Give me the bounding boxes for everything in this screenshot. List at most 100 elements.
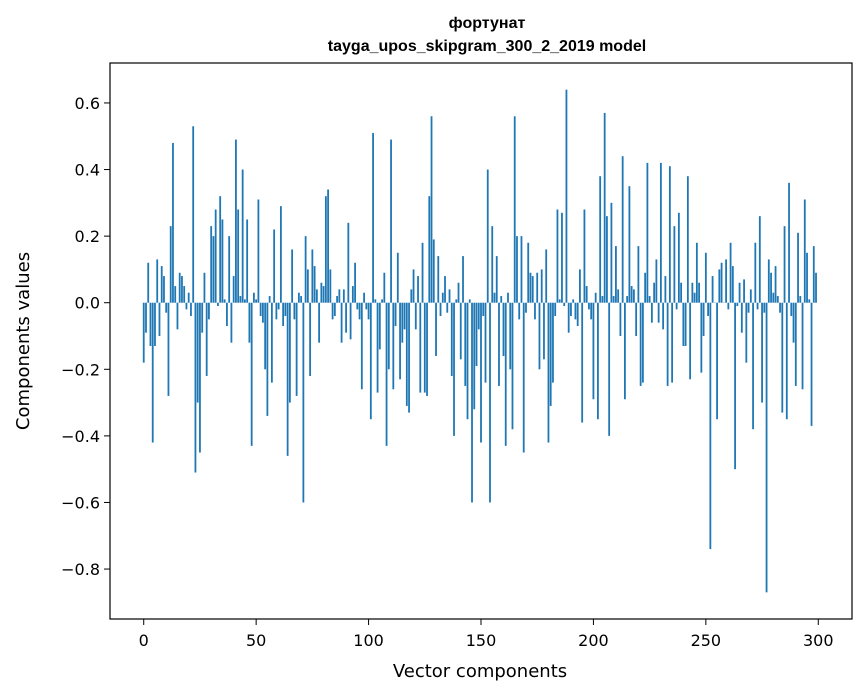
bar bbox=[779, 302, 781, 313]
bar bbox=[801, 302, 804, 390]
bar bbox=[745, 302, 748, 363]
bar bbox=[142, 302, 145, 363]
bar bbox=[495, 256, 498, 303]
bar bbox=[430, 116, 433, 303]
bar bbox=[482, 302, 485, 317]
bar bbox=[554, 302, 557, 317]
bar bbox=[378, 302, 381, 350]
bar bbox=[311, 249, 314, 303]
bar bbox=[558, 299, 561, 303]
bar bbox=[765, 302, 768, 593]
bar bbox=[306, 269, 309, 303]
bar bbox=[662, 302, 665, 330]
chart-title: фортунат bbox=[449, 15, 526, 32]
bar bbox=[491, 226, 494, 303]
bar bbox=[731, 266, 734, 303]
bar bbox=[738, 282, 741, 303]
bar bbox=[183, 286, 186, 303]
bar bbox=[707, 302, 709, 317]
bar bbox=[329, 269, 332, 303]
bar bbox=[803, 199, 806, 303]
bar bbox=[178, 272, 181, 303]
bar bbox=[394, 302, 397, 327]
bar bbox=[725, 259, 727, 303]
bar bbox=[504, 302, 507, 446]
bar bbox=[270, 302, 273, 383]
bar bbox=[588, 302, 590, 310]
bar bbox=[459, 302, 462, 360]
bar bbox=[664, 276, 667, 303]
bar bbox=[333, 302, 336, 317]
bar bbox=[711, 276, 714, 303]
bar bbox=[390, 139, 392, 303]
bar bbox=[540, 269, 543, 303]
bar bbox=[419, 302, 422, 393]
y-tick-label: −0.2 bbox=[61, 360, 100, 379]
bar bbox=[549, 302, 552, 406]
bar bbox=[266, 302, 269, 416]
bar bbox=[387, 302, 390, 370]
bar bbox=[154, 302, 156, 346]
bar bbox=[241, 169, 244, 303]
bar bbox=[196, 302, 199, 403]
bar bbox=[149, 302, 152, 346]
bar bbox=[498, 302, 500, 386]
bar bbox=[235, 139, 237, 303]
bar bbox=[313, 266, 316, 303]
bar bbox=[279, 206, 282, 303]
bar bbox=[291, 249, 294, 303]
x-tick-label: 250 bbox=[691, 631, 722, 650]
bar bbox=[147, 262, 150, 303]
bar bbox=[513, 116, 516, 303]
bar bbox=[457, 282, 460, 303]
bar bbox=[441, 292, 444, 303]
bar bbox=[428, 196, 431, 303]
bar bbox=[668, 166, 671, 303]
bar bbox=[338, 289, 341, 303]
bar bbox=[597, 302, 599, 420]
bar bbox=[529, 272, 532, 303]
bar bbox=[752, 302, 754, 430]
bar bbox=[232, 276, 235, 303]
bar bbox=[356, 302, 359, 310]
bar bbox=[320, 282, 323, 303]
bar bbox=[439, 302, 442, 317]
bar bbox=[628, 186, 631, 303]
bar bbox=[576, 302, 579, 327]
bar bbox=[145, 302, 147, 333]
bar bbox=[345, 302, 347, 333]
bar bbox=[810, 302, 813, 426]
bar bbox=[273, 229, 276, 303]
bar bbox=[484, 302, 487, 383]
bar bbox=[473, 302, 476, 410]
bar bbox=[381, 299, 383, 303]
bar bbox=[181, 276, 183, 303]
bar bbox=[468, 299, 471, 303]
bar bbox=[709, 302, 712, 550]
bar bbox=[650, 302, 653, 323]
bar bbox=[169, 226, 172, 303]
bar bbox=[673, 226, 676, 303]
bar bbox=[603, 112, 606, 303]
bar bbox=[785, 302, 788, 420]
bar bbox=[455, 299, 458, 303]
bar bbox=[172, 142, 174, 303]
bar bbox=[210, 226, 213, 303]
bar bbox=[318, 302, 321, 343]
x-tick-label: 200 bbox=[578, 631, 609, 650]
bar bbox=[797, 232, 799, 303]
bar bbox=[754, 242, 757, 303]
bar bbox=[579, 269, 581, 303]
bar bbox=[543, 302, 545, 360]
bar bbox=[477, 302, 480, 330]
bar bbox=[423, 302, 426, 393]
bar bbox=[767, 259, 770, 303]
bar bbox=[502, 302, 505, 356]
bar bbox=[761, 302, 763, 403]
x-axis-label: Vector components bbox=[393, 661, 567, 682]
bar bbox=[671, 302, 674, 383]
bar bbox=[480, 302, 482, 443]
bar bbox=[156, 259, 159, 303]
bar bbox=[151, 302, 154, 443]
bar bbox=[507, 292, 509, 303]
